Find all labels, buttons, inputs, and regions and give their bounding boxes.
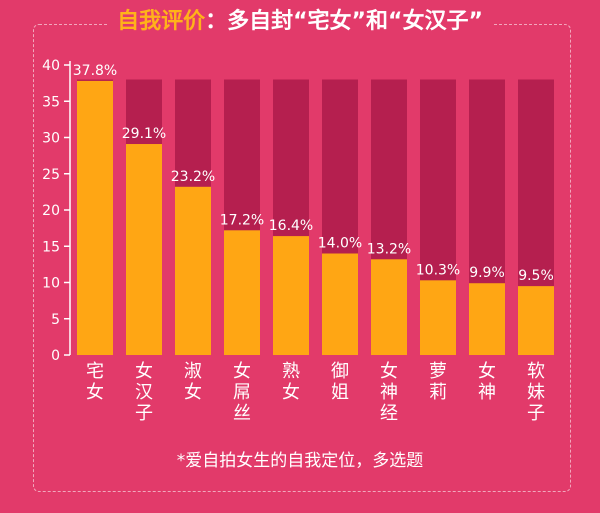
bars [77,80,554,355]
x-tick-char: 御 [331,361,349,382]
x-tick-char: 熟 [282,361,300,382]
chart-title: 自我评价：多自封“宅女”和“女汉子” [0,0,600,44]
x-tick-char: 汉 [135,382,153,403]
x-tick-char: 子 [135,403,153,424]
data-label: 37.8% [73,63,117,79]
y-tick-label: 40 [42,58,60,74]
x-tick-char: 萝 [429,361,447,382]
data-label: 16.4% [269,218,313,234]
x-tick-char: 子 [527,403,545,424]
y-tick-label: 10 [42,276,60,292]
x-tick-char: 淑 [184,361,202,382]
x-tick-char: 姐 [331,382,349,403]
data-label: 29.1% [122,126,166,142]
x-tick-char: 屌 [233,382,251,403]
y-axis: 0 5 10 15 20 25 30 35 40 [42,58,71,364]
bar [273,236,309,355]
x-tick-label: 女神经 [380,361,398,424]
y-tick-label: 25 [42,167,60,183]
x-tick-char: 女 [478,361,496,382]
x-tick-char: 软 [527,361,545,382]
x-tick-label: 熟女 [282,361,300,403]
footnote: *爱自拍女生的自我定位，多选题 [176,451,424,471]
x-tick-char: 宅 [86,361,104,382]
x-tick-label: 宅女 [86,361,104,403]
bar [420,280,456,355]
y-tick-label: 20 [42,203,60,219]
bar [371,259,407,355]
y-tick-label: 15 [42,239,60,255]
bar [322,253,358,355]
y-tick-label: 0 [51,348,60,364]
bar [126,144,162,355]
bar [224,230,260,355]
data-label: 17.2% [220,212,264,228]
bar [77,80,113,355]
title-separator: ： [205,9,228,34]
data-label: 23.2% [171,169,215,185]
x-tick-char: 女 [282,382,300,403]
bar [469,283,505,355]
title-lead: 自我评价 [117,9,206,34]
bar [518,286,554,355]
x-tick-label: 萝莉 [429,361,447,403]
x-tick-label: 女屌丝 [233,361,251,424]
x-tick-label: 女汉子 [135,361,153,424]
x-tick-label: 软妹子 [527,361,545,424]
x-tick-char: 女 [184,382,202,403]
y-tick-label: 5 [51,312,60,328]
data-label: 9.9% [469,265,505,281]
x-tick-char: 神 [478,382,496,403]
x-tick-char: 女 [380,361,398,382]
x-tick-label: 御姐 [331,361,349,403]
x-tick-char: 经 [380,403,398,424]
x-tick-char: 妹 [527,382,545,403]
data-label: 9.5% [518,268,554,284]
x-tick-char: 丝 [233,403,251,424]
y-tick-label: 30 [42,131,60,147]
data-label: 10.3% [416,262,460,278]
x-tick-label: 淑女 [184,361,202,403]
x-tick-char: 女 [233,361,251,382]
x-tick-char: 女 [135,361,153,382]
data-labels: 37.8% 29.1% 23.2% 17.2% 16.4% 14.0% 13.2% 10.3%… [73,63,554,284]
bar [175,186,211,355]
data-label: 13.2% [367,241,411,257]
x-tick-char: 女 [86,382,104,403]
title-rest: 多自封“宅女”和“女汉子” [227,9,483,34]
x-tick-char: 神 [380,382,398,403]
y-tick-label: 35 [42,94,60,110]
x-tick-char: 莉 [429,382,447,403]
x-tick-label: 女神 [478,361,496,403]
data-label: 14.0% [318,236,362,252]
